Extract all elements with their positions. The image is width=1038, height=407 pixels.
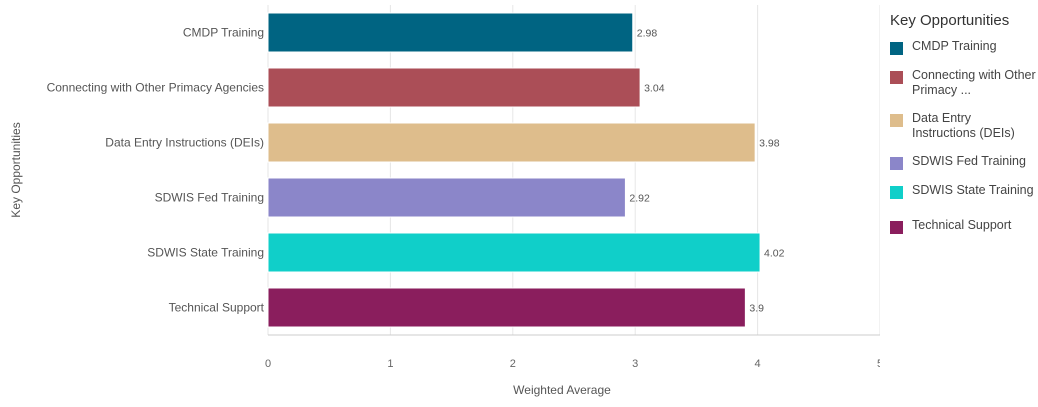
legend-swatch xyxy=(890,114,903,127)
y-tick-label: SDWIS Fed Training xyxy=(155,191,264,205)
legend-swatch xyxy=(890,42,903,55)
x-tick-label: 2 xyxy=(510,358,516,370)
x-axis-title: Weighted Average xyxy=(513,383,611,397)
x-tick-label: 3 xyxy=(632,358,638,370)
legend-item[interactable]: Technical Support xyxy=(890,218,1038,234)
y-axis-title: Key Opportunities xyxy=(9,122,23,217)
x-tick-label: 4 xyxy=(755,358,761,370)
legend-swatch xyxy=(890,186,903,199)
data-label: 3.04 xyxy=(644,83,665,95)
bar[interactable] xyxy=(267,177,626,218)
legend-label: Data Entry Instructions (DEIs) xyxy=(912,111,1015,140)
bar[interactable] xyxy=(267,232,761,273)
bar-chart-plot: CMDP Training 2.98 Connecting with Other P… xyxy=(9,5,883,397)
legend-swatch xyxy=(890,71,903,84)
bar[interactable] xyxy=(267,122,756,163)
legend-item[interactable]: Connecting with Other Primacy ... xyxy=(890,68,1038,98)
data-label: 2.92 xyxy=(629,193,650,205)
legend-label: SDWIS Fed Training xyxy=(912,154,1026,168)
legend-label: SDWIS State Training xyxy=(912,183,1034,197)
legend-label: Connecting with Other Primacy ... xyxy=(912,68,1036,97)
data-label: 3.98 xyxy=(759,138,780,150)
legend-title: Key Opportunities xyxy=(890,12,1010,29)
legend: Key Opportunities CMDP Training Connectin… xyxy=(890,12,1038,234)
legend-label: Technical Support xyxy=(912,218,1012,232)
x-tick-label: 5 xyxy=(877,358,880,370)
legend-items: CMDP Training Connecting with Other Prima… xyxy=(890,39,1038,234)
bar[interactable] xyxy=(267,287,746,328)
x-tick-label: 0 xyxy=(265,358,271,370)
legend-item[interactable]: SDWIS State Training xyxy=(890,183,1038,199)
data-label: 4.02 xyxy=(764,248,785,260)
legend-swatch xyxy=(890,221,903,234)
y-tick-label: SDWIS State Training xyxy=(147,246,264,260)
legend-item[interactable]: SDWIS Fed Training xyxy=(890,154,1038,170)
data-label: 2.98 xyxy=(637,28,658,40)
legend-item[interactable]: Data Entry Instructions (DEIs) xyxy=(890,111,1038,141)
x-tick-label: 1 xyxy=(387,358,393,370)
data-label: 3.9 xyxy=(749,303,764,315)
y-tick-label: CMDP Training xyxy=(183,26,264,40)
y-tick-label: Technical Support xyxy=(169,301,265,315)
bar[interactable] xyxy=(267,12,634,53)
legend-swatch xyxy=(890,157,903,170)
legend-label: CMDP Training xyxy=(912,39,997,53)
bar[interactable] xyxy=(267,67,641,108)
legend-item[interactable]: CMDP Training xyxy=(890,39,1038,55)
y-tick-label: Data Entry Instructions (DEIs) xyxy=(105,136,264,150)
y-tick-label: Connecting with Other Primacy Agencies xyxy=(47,81,264,95)
